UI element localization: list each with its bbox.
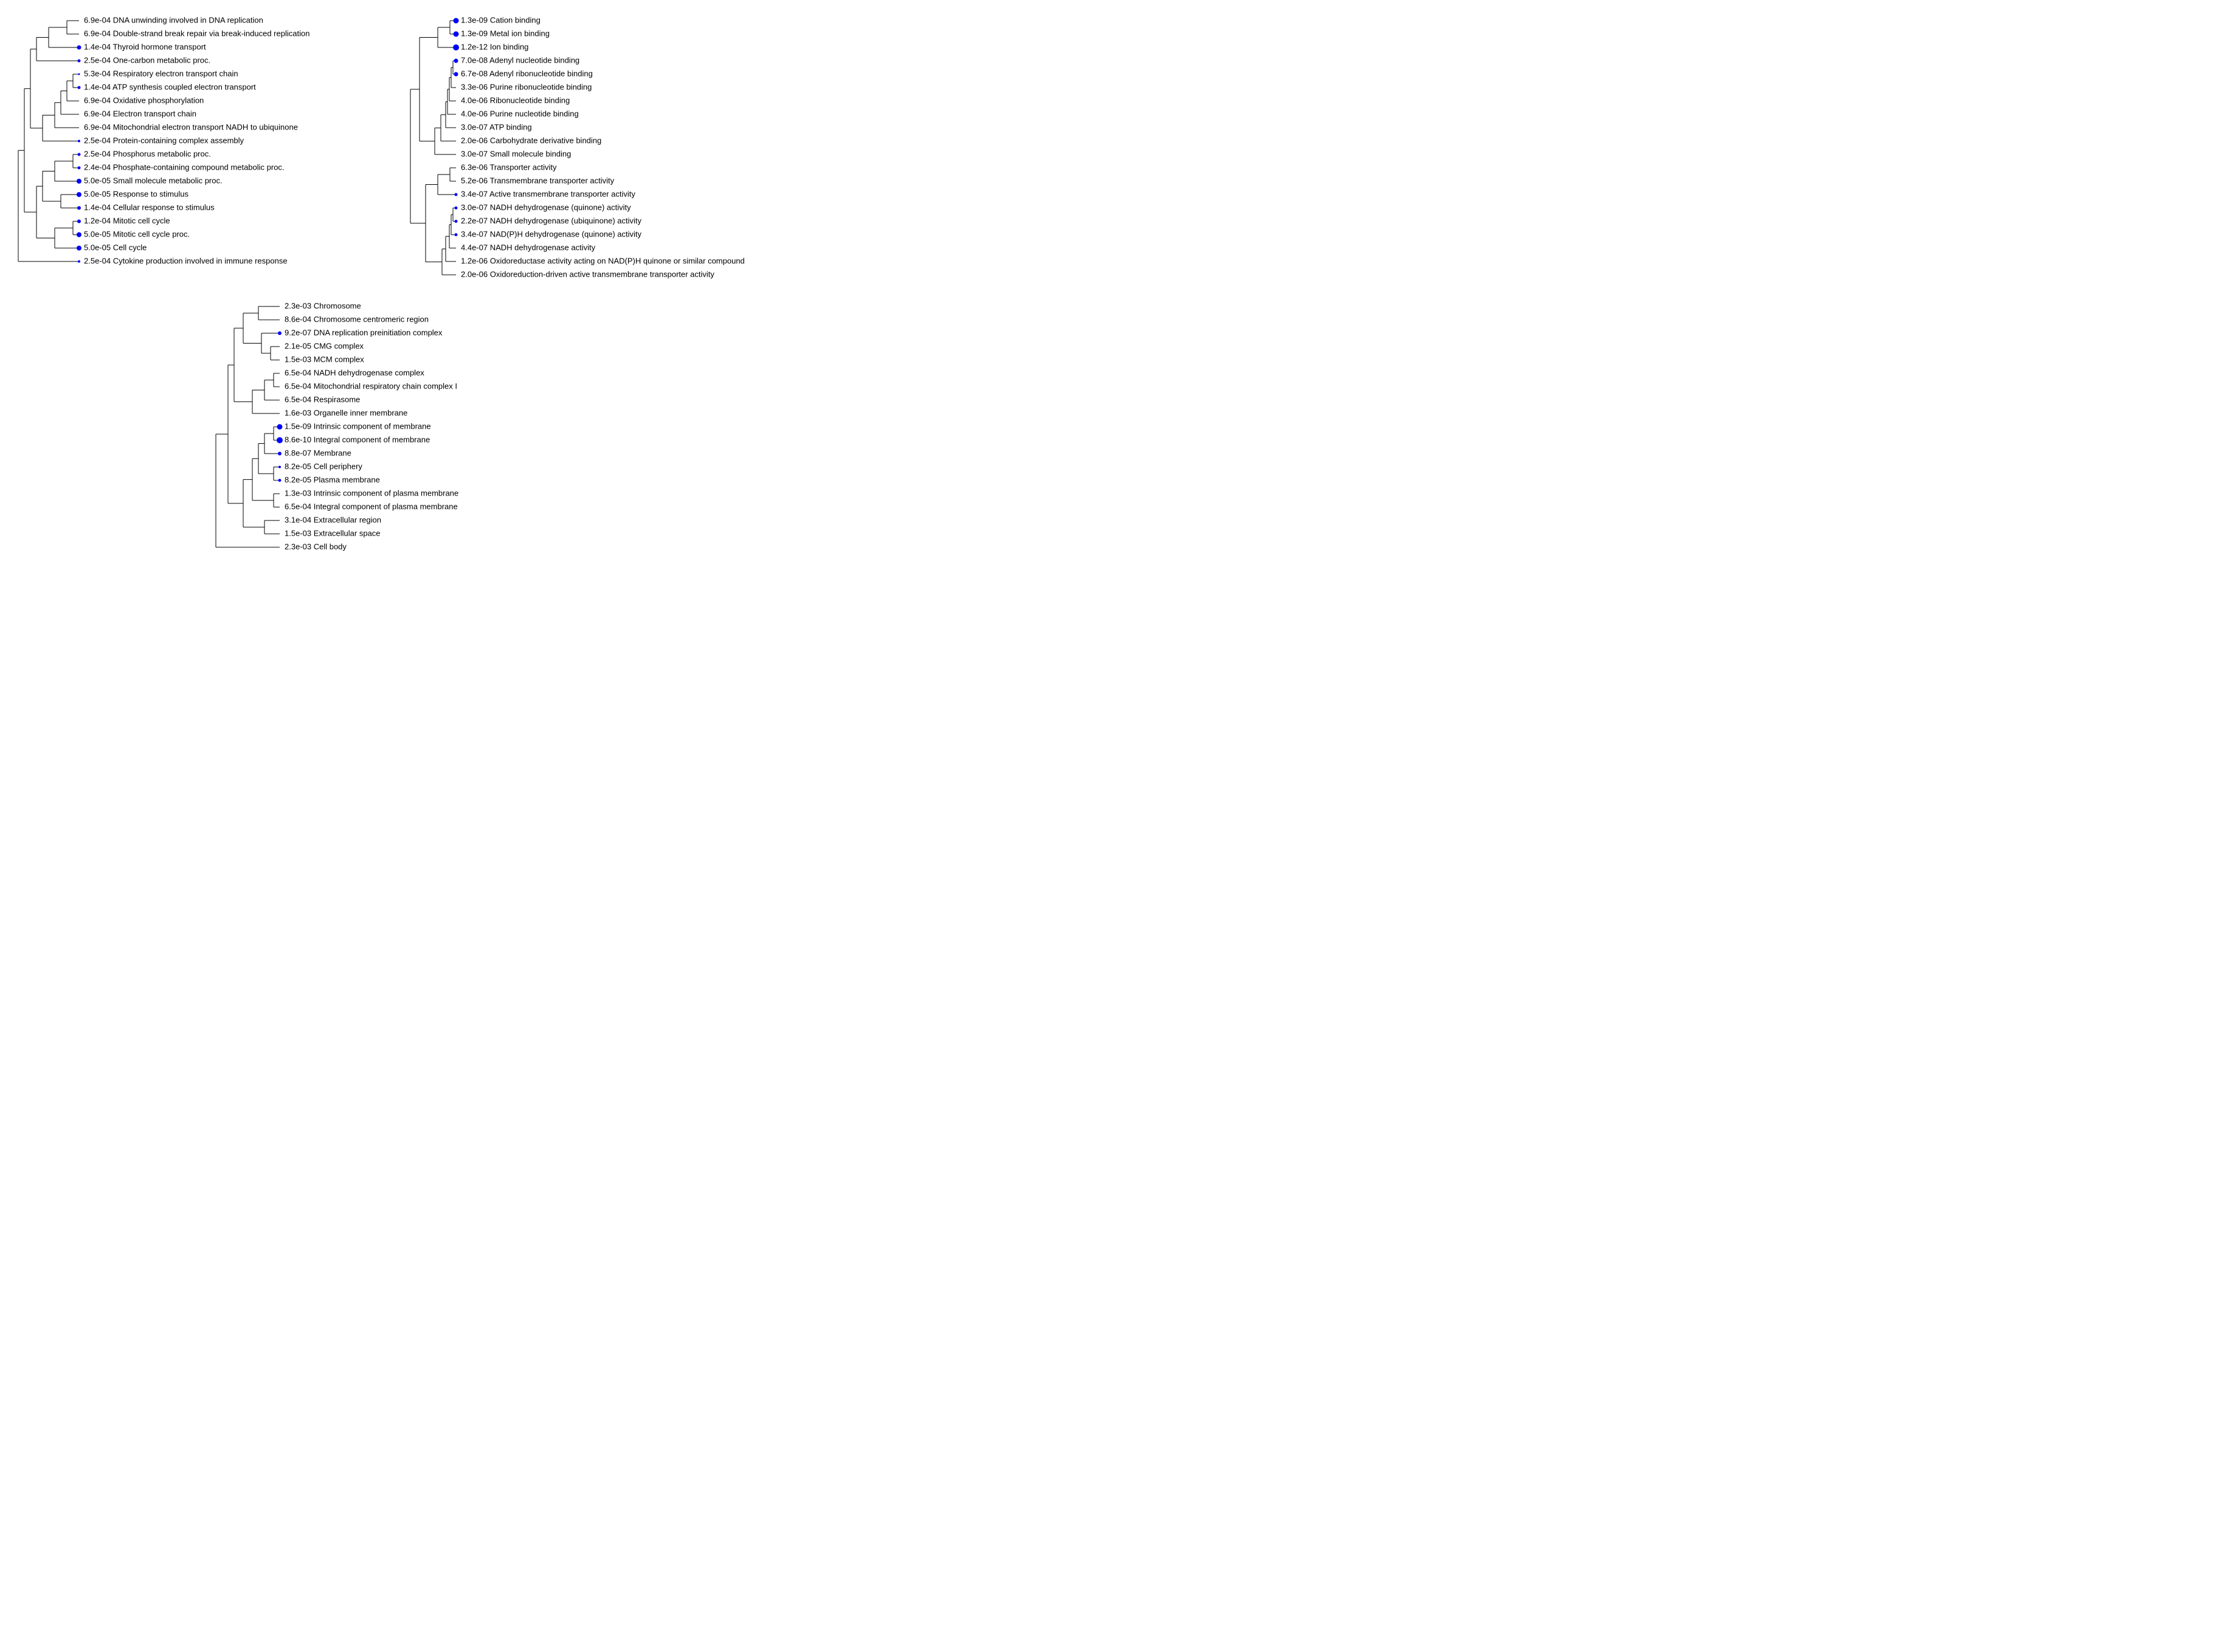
tree-leaf-label: 3.0e-07 ATP binding [461,122,532,131]
significance-dot [455,233,458,237]
tree-leaf-label: 1.4e-04 ATP synthesis coupled electron t… [84,82,256,91]
tree-leaf-label: 6.9e-04 Mitochondrial electron transport… [84,122,298,131]
tree-leaf-label: 3.4e-07 NAD(P)H dehydrogenase (quinone) … [461,229,641,238]
significance-dot [77,206,81,210]
tree-leaf-label: 6.5e-04 Integral component of plasma mem… [285,502,458,511]
tree-leaf-label: 3.4e-07 Active transmembrane transporter… [461,189,635,198]
significance-dot [77,179,81,184]
significance-dot [77,232,81,237]
tree-leaf-label: 6.3e-06 Transporter activity [461,162,557,171]
tree-leaf-label: 1.2e-04 Mitotic cell cycle [84,216,170,225]
tree-leaf-label: 4.0e-06 Ribonucleotide binding [461,95,570,105]
tree-leaf-label: 2.5e-04 One-carbon metabolic proc. [84,55,210,64]
tree-leaf-label: 1.4e-04 Cellular response to stimulus [84,202,215,212]
tree-leaf-label: 6.9e-04 Double-strand break repair via b… [84,29,309,38]
tree-leaf-label: 5.0e-05 Cell cycle [84,243,147,252]
tree-leaf-label: 1.3e-03 Intrinsic component of plasma me… [285,488,458,497]
tree-leaf-label: 6.5e-04 Mitochondrial respiratory chain … [285,381,457,390]
tree-leaf-label: 3.0e-07 NADH dehydrogenase (quinone) act… [461,202,631,212]
tree-leaf-label: 1.6e-03 Organelle inner membrane [285,408,407,417]
dendrogram-figure: 6.9e-04 DNA unwinding involved in DNA re… [12,12,766,573]
significance-dot [278,331,282,335]
significance-dot [454,32,459,37]
significance-dot [277,424,283,430]
significance-dot [278,479,282,482]
tree-leaf-label: 5.3e-04 Respiratory electron transport c… [84,69,238,78]
tree-leaf-label: 6.5e-04 Respirasome [285,395,360,404]
significance-dot [454,72,458,77]
tree-leaf-label: 2.5e-04 Cytokine production involved in … [84,256,288,265]
tree-leaf-label: 1.5e-03 MCM complex [285,354,364,364]
tree-leaf-label: 2.0e-06 Oxidoreduction-driven active tra… [461,269,714,278]
tree-leaf-label: 1.2e-12 Ion binding [461,42,528,51]
tree-leaf-label: 2.1e-05 CMG complex [285,341,364,350]
panel-top-left: 6.9e-04 DNA unwinding involved in DNA re… [12,12,389,278]
tree-leaf-label: 3.1e-04 Extracellular region [285,515,381,524]
tree-leaf-label: 8.2e-05 Plasma membrane [285,475,380,484]
tree-leaf-label: 8.6e-04 Chromosome centromeric region [285,314,429,323]
tree-leaf-label: 2.0e-06 Carbohydrate derivative binding [461,136,601,145]
significance-dot [78,140,80,142]
tree-leaf-label: 6.5e-04 NADH dehydrogenase complex [285,368,424,377]
significance-dot [453,44,459,50]
tree-leaf-label: 6.9e-04 Electron transport chain [84,109,196,118]
tree-leaf-label: 8.2e-05 Cell periphery [285,461,362,471]
significance-dot [77,246,81,251]
tree-leaf-label: 4.4e-07 NADH dehydrogenase activity [461,243,596,252]
significance-dot [77,46,81,50]
tree-leaf-label: 1.4e-04 Thyroid hormone transport [84,42,206,51]
significance-dot [277,437,283,443]
tree-leaf-label: 6.9e-04 Oxidative phosphorylation [84,95,204,105]
tree-leaf-label: 6.7e-08 Adenyl ribonucleotide binding [461,69,593,78]
tree-leaf-label: 5.0e-05 Small molecule metabolic proc. [84,176,223,185]
panel-bottom: 2.3e-03 Chromosome 8.6e-04 Chromosome cen… [201,298,578,564]
significance-dot [78,153,81,156]
tree-leaf-label: 5.2e-06 Transmembrane transporter activi… [461,176,615,185]
tree-leaf-label: 3.0e-07 Small molecule binding [461,149,571,158]
tree-leaf-label: 2.4e-04 Phosphate-containing compound me… [84,162,285,171]
significance-dot [455,207,458,210]
significance-dot [78,86,81,89]
tree-leaf-label: 1.5e-09 Intrinsic component of membrane [285,421,431,430]
tree-leaf-label: 1.3e-09 Metal ion binding [461,29,550,38]
significance-dot [454,18,459,24]
significance-dot [278,466,281,468]
tree-leaf-label: 5.0e-05 Response to stimulus [84,189,188,198]
tree-leaf-label: 5.0e-05 Mitotic cell cycle proc. [84,229,190,238]
significance-dot [77,219,81,223]
tree-leaf-label: 1.5e-03 Extracellular space [285,528,381,537]
significance-dot [455,193,458,196]
panel-top-right: 1.3e-09 Cation binding 1.3e-09 Metal ion … [401,12,766,291]
tree-leaf-label: 3.3e-06 Purine ribonucleotide binding [461,82,592,91]
significance-dot [78,60,81,63]
tree-leaf-label: 2.3e-03 Chromosome [285,301,361,310]
tree-leaf-label: 4.0e-06 Purine nucleotide binding [461,109,579,118]
tree-leaf-label: 1.2e-06 Oxidoreductase activity acting o… [461,256,745,265]
significance-dot [78,74,80,75]
tree-leaf-label: 7.0e-08 Adenyl nucleotide binding [461,55,579,64]
significance-dot [455,220,458,223]
tree-leaf-label: 2.5e-04 Protein-containing complex assem… [84,136,244,145]
significance-dot [278,452,282,455]
significance-dot [78,260,80,263]
tree-leaf-label: 2.3e-03 Cell body [285,542,347,551]
significance-dot [77,192,81,197]
significance-dot [454,59,458,63]
tree-leaf-label: 1.3e-09 Cation binding [461,15,541,24]
significance-dot [78,167,81,170]
tree-leaf-label: 2.5e-04 Phosphorus metabolic proc. [84,149,211,158]
tree-leaf-label: 8.8e-07 Membrane [285,448,351,457]
tree-leaf-label: 6.9e-04 DNA unwinding involved in DNA re… [84,15,263,24]
tree-leaf-label: 8.6e-10 Integral component of membrane [285,435,430,444]
tree-leaf-label: 2.2e-07 NADH dehydrogenase (ubiquinone) … [461,216,642,225]
tree-leaf-label: 9.2e-07 DNA replication preinitiation co… [285,328,443,337]
